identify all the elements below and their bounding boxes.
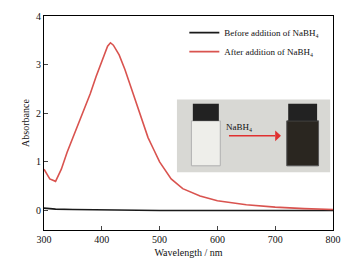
svg-text:700: 700 (268, 234, 283, 245)
svg-text:600: 600 (210, 234, 225, 245)
svg-text:4: 4 (36, 11, 41, 22)
svg-text:After addition of NaBH₄: After addition of NaBH₄ (224, 47, 313, 57)
svg-text:3: 3 (36, 59, 41, 70)
svg-text:NaBH₄: NaBH₄ (226, 122, 252, 132)
svg-text:Absorbance: Absorbance (20, 99, 31, 147)
svg-text:400: 400 (94, 234, 109, 245)
svg-text:800: 800 (326, 234, 341, 245)
svg-text:500: 500 (152, 234, 167, 245)
svg-text:1: 1 (36, 156, 41, 167)
svg-text:Before addition of NaBH₄: Before addition of NaBH₄ (224, 28, 318, 38)
svg-text:0: 0 (36, 205, 41, 216)
svg-text:Wavelength / nm: Wavelength / nm (154, 247, 222, 258)
svg-text:300: 300 (37, 234, 52, 245)
svg-text:2: 2 (36, 108, 41, 119)
